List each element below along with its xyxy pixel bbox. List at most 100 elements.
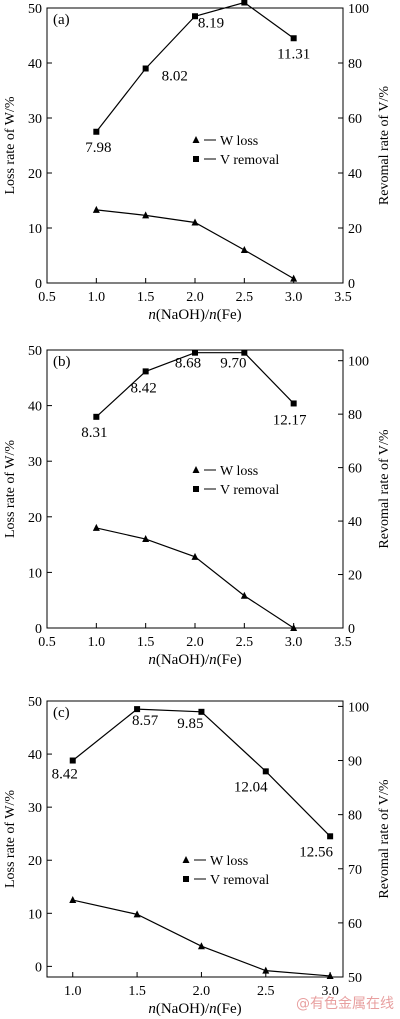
w-loss-point bbox=[290, 274, 298, 282]
v-removal-point bbox=[142, 368, 149, 375]
w-loss-point bbox=[92, 523, 100, 531]
x-tick-label: 3.5 bbox=[334, 635, 352, 650]
y-left-tick-label: 50 bbox=[28, 695, 42, 710]
x-tick-label: 3.0 bbox=[285, 635, 303, 650]
x-axis-title: n(NaOH)/n(Fe) bbox=[148, 307, 241, 323]
w-loss-point bbox=[142, 211, 150, 219]
panel-label: (c) bbox=[53, 705, 70, 721]
v-removal-point bbox=[192, 13, 198, 20]
v-removal-point bbox=[198, 708, 205, 715]
legend-square-marker bbox=[183, 876, 189, 882]
y-left-tick-label: 20 bbox=[28, 167, 42, 182]
w-loss-point bbox=[240, 591, 248, 599]
watermark: @有色金属在线 bbox=[296, 996, 394, 1012]
y-left-tick-label: 40 bbox=[28, 400, 42, 415]
legend: W loss V removal bbox=[192, 134, 279, 168]
v-removal-point bbox=[241, 349, 248, 356]
w-loss-point bbox=[92, 205, 100, 213]
y-left-tick-label: 10 bbox=[28, 907, 42, 922]
y-right-tick-label: 80 bbox=[348, 408, 362, 423]
w-loss-point bbox=[133, 910, 141, 918]
y-left-tick-label: 0 bbox=[35, 277, 42, 292]
y-right-tick-label: 40 bbox=[348, 515, 362, 530]
legend: W loss V removal bbox=[192, 464, 279, 498]
x-tick-label: 2.5 bbox=[257, 984, 275, 999]
v-removal-point bbox=[327, 833, 334, 840]
y-right-tick-label: 20 bbox=[348, 222, 362, 237]
y-right-tick-label: 60 bbox=[348, 917, 362, 932]
x-tick-label: 2.0 bbox=[186, 290, 204, 305]
panel-label: (b) bbox=[53, 354, 71, 370]
data-label: 8.19 bbox=[198, 15, 224, 31]
y-left-tick-label: 10 bbox=[28, 222, 42, 237]
data-label: 12.56 bbox=[299, 844, 333, 860]
y-left-tick-label: 50 bbox=[28, 2, 42, 17]
y-right-tick-label: 80 bbox=[348, 57, 362, 72]
plot-frame bbox=[46, 700, 344, 978]
y-right-axis-title: Revomal rate of V/% bbox=[377, 86, 392, 205]
x-tick-label: 1.5 bbox=[137, 290, 155, 305]
legend-label: V removal bbox=[220, 153, 279, 168]
data-label: 9.70 bbox=[220, 356, 246, 372]
y-right-tick-label: 50 bbox=[348, 971, 362, 986]
x-tick-label: 1.0 bbox=[64, 984, 82, 999]
series-line bbox=[72, 899, 331, 977]
x-tick-label: 0.5 bbox=[38, 635, 56, 650]
y-right-tick-label: 90 bbox=[348, 755, 362, 770]
v-removal-point bbox=[262, 768, 269, 775]
y-right-tick-label: 100 bbox=[348, 2, 369, 17]
y-right-tick-label: 80 bbox=[348, 809, 362, 824]
legend-label: W loss bbox=[210, 854, 248, 869]
data-label: 12.17 bbox=[273, 412, 307, 428]
w-loss-point bbox=[191, 218, 199, 226]
data-label: 8.42 bbox=[131, 380, 157, 396]
legend-label: V removal bbox=[210, 873, 269, 888]
w-loss-point bbox=[69, 896, 77, 904]
w-loss-point bbox=[191, 552, 199, 560]
y-left-tick-label: 30 bbox=[28, 455, 42, 470]
x-tick-label: 1.0 bbox=[88, 635, 106, 650]
data-label: 9.85 bbox=[177, 716, 203, 732]
x-tick-label: 3.5 bbox=[334, 290, 352, 305]
series-line bbox=[96, 527, 294, 629]
chart-panel: (c) 1.0 1.5 2.0 2.5 3.0 0 10 20 30 40 50 50 60 70 80 90 1… bbox=[3, 695, 392, 1017]
x-axis-title: n(NaOH)/n(Fe) bbox=[148, 1001, 241, 1017]
data-label: 8.57 bbox=[132, 713, 159, 729]
data-label: 8.42 bbox=[52, 767, 78, 783]
x-tick-label: 2.0 bbox=[186, 635, 204, 650]
chart-panel: (a)0.5 1.0 1.5 2.0 2.5 3.0 3.50102030405002040… bbox=[3, 0, 392, 323]
v-removal-point bbox=[134, 706, 141, 713]
w-loss-point bbox=[262, 966, 270, 974]
v-removal-point bbox=[93, 128, 100, 135]
legend-label: W loss bbox=[220, 464, 258, 479]
x-tick-label: 1.0 bbox=[88, 290, 106, 305]
y-right-tick-label: 0 bbox=[348, 622, 355, 637]
legend-square-marker bbox=[193, 156, 199, 162]
v-removal-point bbox=[192, 349, 198, 356]
w-loss-point bbox=[240, 246, 248, 253]
v-removal-point bbox=[142, 65, 149, 72]
w-loss-point bbox=[290, 624, 298, 631]
data-label: 9.08 bbox=[253, 0, 279, 3]
y-left-tick-label: 0 bbox=[35, 622, 42, 637]
x-tick-label: 1.5 bbox=[128, 984, 146, 999]
y-left-tick-label: 50 bbox=[28, 344, 42, 359]
legend-triangle-marker bbox=[192, 136, 200, 143]
y-left-tick-label: 40 bbox=[28, 57, 42, 72]
y-left-axis-title: Loss rate of W/% bbox=[3, 790, 18, 888]
legend-square-marker bbox=[193, 486, 199, 492]
y-left-tick-label: 30 bbox=[28, 112, 42, 127]
x-tick-label: 0.5 bbox=[38, 290, 56, 305]
data-label: 7.98 bbox=[85, 140, 111, 156]
y-left-tick-label: 20 bbox=[28, 854, 42, 869]
data-label: 8.68 bbox=[175, 356, 201, 372]
x-tick-label: 3.0 bbox=[285, 290, 303, 305]
data-label: 12.04 bbox=[234, 779, 268, 795]
y-left-tick-label: 0 bbox=[35, 960, 42, 975]
x-tick-label: 1.5 bbox=[137, 635, 155, 650]
y-right-tick-label: 0 bbox=[348, 277, 355, 292]
y-right-tick-label: 70 bbox=[348, 863, 362, 878]
v-removal-point bbox=[290, 35, 297, 42]
w-loss-point bbox=[142, 535, 150, 543]
